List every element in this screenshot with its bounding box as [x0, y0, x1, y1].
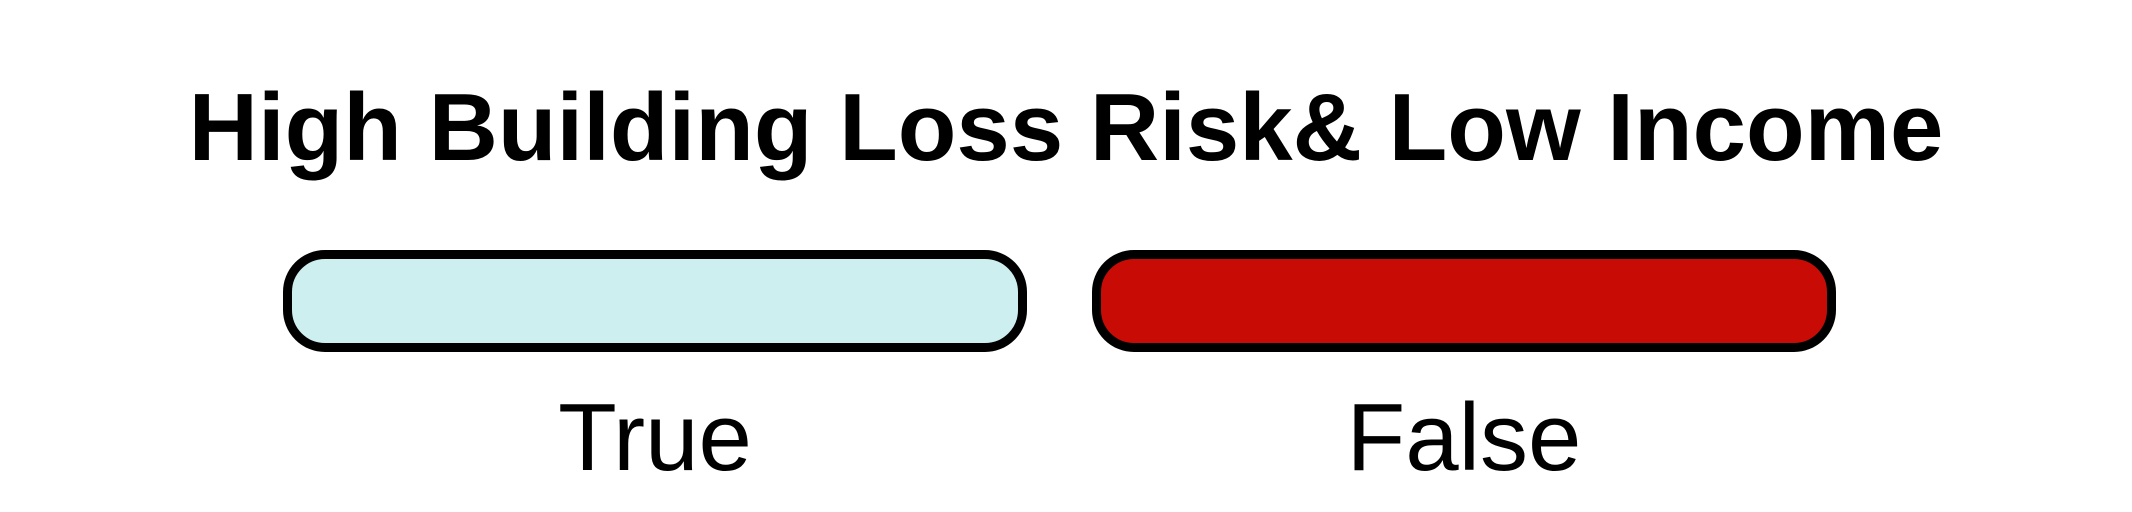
legend-swatch-true: [283, 250, 1027, 352]
legend-label-true: True: [558, 384, 752, 491]
legend-label-false: False: [1346, 384, 1582, 491]
legend-title: High Building Loss Risk& Low Income: [188, 74, 1944, 181]
legend-swatch-false: [1092, 250, 1836, 352]
